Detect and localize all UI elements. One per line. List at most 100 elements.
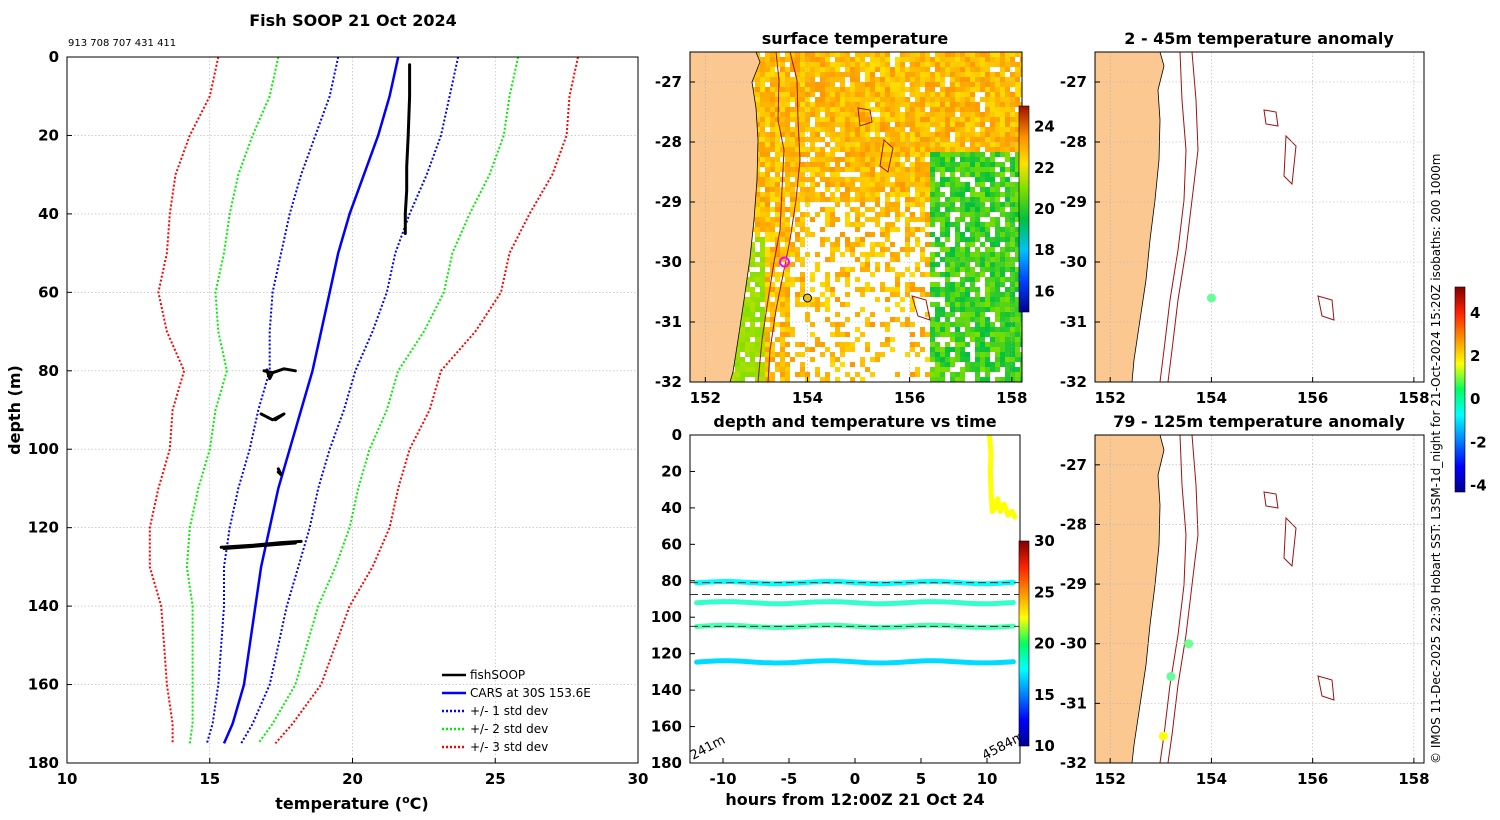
sst-pixel [745,277,750,282]
sst-pixel [940,192,945,197]
timeseries-colorbar-label: 20 [1034,635,1055,653]
sst-colorbar [1018,105,1030,313]
sst-pixel [950,202,955,207]
sst-pixel [795,277,800,282]
sst-pixel [920,72,925,77]
sst-pixel [865,122,870,127]
sst-pixel [1005,97,1010,102]
sst-pixel [880,342,885,347]
sst-pixel [770,307,775,312]
sst-pixel [920,57,925,62]
sst-pixel [1010,287,1015,292]
sst-pixel [1010,57,1015,62]
sst-pixel [765,352,770,357]
fishsoop-segment [403,63,412,235]
sst-pixel [805,202,810,207]
sst-pixel [935,152,940,157]
sst-pixel [815,132,820,137]
sst-pixel [915,237,920,242]
sst-pixel [795,67,800,72]
sst-pixel [990,62,995,67]
sst-pixel [795,372,800,377]
sst-pixel [960,207,965,212]
sst-pixel [920,167,925,172]
sst-pixel [780,222,785,227]
sst-pixel [885,147,890,152]
sst-pixel [955,107,960,112]
sst-pixel [1015,157,1020,162]
sst-pixel [945,232,950,237]
sst-pixel [760,207,765,212]
sst-pixel [950,222,955,227]
sst-pixel [920,102,925,107]
sst-pixel [875,77,880,82]
sst-pixel [990,252,995,257]
sst-pixel [760,162,765,167]
sst-pixel [990,292,995,297]
profile-ylabel: depth (m) [5,365,24,455]
sst-pixel [940,292,945,297]
sst-pixel [865,182,870,187]
sst-pixel [895,207,900,212]
sst-pixel [1010,182,1015,187]
sst-pixel [960,352,965,357]
anomaly-colorbar-label: -4 [1470,477,1487,495]
sst-pixel [750,277,755,282]
sst-pixel [740,327,745,332]
sst-pixel [785,297,790,302]
sst-pixel [960,307,965,312]
sst-pixel [925,312,930,317]
sst-pixel [885,127,890,132]
sst-pixel [755,92,760,97]
sst-pixel [855,372,860,377]
sst-pixel [1010,267,1015,272]
sst-pixel [965,297,970,302]
sst-pixel [760,127,765,132]
sst-pixel [835,132,840,137]
sst-pixel [885,177,890,182]
anomaly-deep-xtick-label: 152 [1095,770,1126,788]
sst-pixel [945,277,950,282]
sst-pixel [945,292,950,297]
sst-pixel [820,52,825,57]
sst-pixel [1005,342,1010,347]
sst-pixel [920,247,925,252]
sst-pixel [760,362,765,367]
sst-pixel [850,177,855,182]
sst-pixel [980,317,985,322]
sst-pixel [820,127,825,132]
sst-pixel [765,137,770,142]
sst-pixel [975,237,980,242]
sst-pixel [765,282,770,287]
sst-pixel [850,242,855,247]
sst-pixel [940,147,945,152]
sst-pixel [985,292,990,297]
sst-pixel [995,187,1000,192]
sst-pixel [970,187,975,192]
sst-pixel [910,62,915,67]
sst-pixel [920,272,925,277]
sst-pixel [925,272,930,277]
sst-pixel [965,242,970,247]
sst-pixel [955,357,960,362]
sst-pixel [795,252,800,257]
sst-pixel [985,177,990,182]
sst-pixel [1015,322,1020,327]
sst-pixel [920,192,925,197]
sst-pixel [1010,367,1015,372]
sst-pixel [840,267,845,272]
sst-pixel [1000,322,1005,327]
sst-pixel [955,72,960,77]
sst-pixel [880,142,885,147]
sst-pixel [970,307,975,312]
sst-pixel [915,147,920,152]
sst-pixel [915,202,920,207]
sst-pixel [890,157,895,162]
sst-pixel [935,252,940,257]
sst-pixel [765,67,770,72]
sst-pixel [800,217,805,222]
sst-pixel [990,152,995,157]
sst-pixel [765,317,770,322]
sst-pixel [960,297,965,302]
sst-pixel [875,262,880,267]
